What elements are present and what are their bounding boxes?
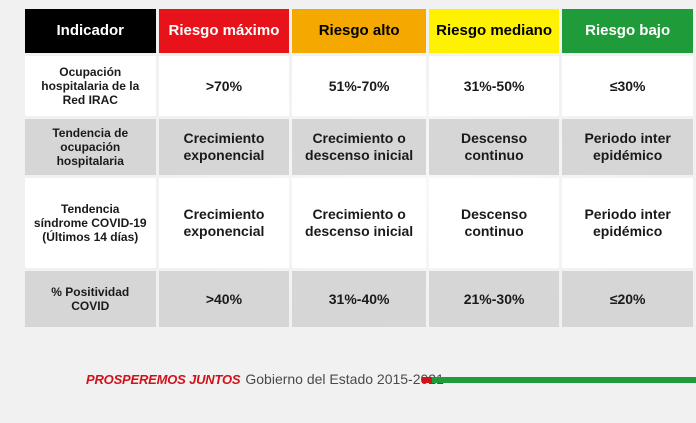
header-riesgo-alto: Riesgo alto [292, 9, 426, 53]
cell-text: Periodo inter [584, 130, 671, 147]
table-row-tendencia-covid: Tendencia síndrome COVID-19 (Últimos 14 … [25, 178, 693, 268]
header-riesgo-mediano: Riesgo mediano [428, 9, 560, 53]
cell-riesgo-bajo: Periodo inter epidémico [562, 119, 693, 175]
cell-riesgo-alto: Crecimiento o descenso inicial [292, 178, 426, 268]
cell-text: exponencial [183, 223, 265, 239]
cell-text: Descenso [461, 206, 528, 223]
cell-text: ≤20% [609, 290, 646, 307]
cell-text: Crecimiento [183, 130, 265, 147]
label-line: Ocupación [59, 64, 122, 79]
cell-text: exponencial [183, 147, 265, 163]
label-line: síndrome COVID-19 [33, 215, 147, 230]
cell-riesgo-bajo: ≤20% [562, 271, 693, 327]
cell-text: epidémico [593, 147, 663, 163]
risk-indicator-table: Indicador Riesgo máximo Riesgo alto Ries… [22, 6, 696, 330]
cell-text: Crecimiento o [312, 206, 406, 223]
footer-red-stripe [422, 377, 432, 383]
header-indicador: Indicador [25, 9, 156, 53]
cell-text: 31%-50% [463, 77, 525, 94]
cell-riesgo-alto: 51%-70% [292, 56, 426, 116]
row-label: % Positividad COVID [25, 271, 156, 327]
cell-text: continuo [464, 223, 524, 239]
cell-riesgo-alto: 31%-40% [292, 271, 426, 327]
label-line: hospitalaria de la [41, 78, 140, 93]
cell-riesgo-alto: Crecimiento o descenso inicial [292, 119, 426, 175]
cell-riesgo-mediano: 31%-50% [428, 56, 560, 116]
cell-text: descenso inicial [305, 147, 414, 163]
table-row-ocupacion-hospitalaria: Ocupación hospitalaria de la Red IRAC >7… [25, 56, 693, 116]
cell-text: epidémico [593, 223, 663, 239]
cell-text: 51%-70% [328, 77, 390, 94]
table-header-row: Indicador Riesgo máximo Riesgo alto Ries… [25, 9, 693, 53]
cell-text: descenso inicial [305, 223, 414, 239]
row-label: Tendencia síndrome COVID-19 (Últimos 14 … [25, 178, 156, 268]
label-line: Tendencia de [52, 125, 129, 140]
cell-text: 21%-30% [463, 290, 525, 307]
label-line: Red IRAC [62, 93, 118, 108]
cell-riesgo-bajo: ≤30% [562, 56, 693, 116]
footer-green-stripe [432, 377, 696, 383]
label-line: Tendencia [61, 201, 120, 216]
row-label: Tendencia de ocupación hospitalaria [25, 119, 156, 175]
cell-text: 31%-40% [328, 290, 390, 307]
header-riesgo-bajo: Riesgo bajo [562, 9, 693, 53]
header-riesgo-maximo: Riesgo máximo [158, 9, 290, 53]
cell-riesgo-maximo: Crecimiento exponencial [158, 119, 290, 175]
label-line: COVID [71, 299, 110, 313]
label-line: hospitalaria [56, 154, 124, 169]
cell-text: ≤30% [609, 77, 646, 94]
cell-text: Crecimiento [183, 206, 265, 223]
label-line: % Positividad [51, 284, 130, 299]
cell-text: Periodo inter [584, 206, 671, 223]
footer-branding: PROSPEREMOS JUNTOS Gobierno del Estado 2… [86, 371, 444, 387]
label-line: ocupación [60, 139, 121, 154]
footer-brand: PROSPEREMOS JUNTOS [86, 372, 241, 387]
cell-riesgo-mediano: Descenso continuo [428, 119, 560, 175]
cell-riesgo-maximo: >70% [158, 56, 290, 116]
label-line: (Últimos 14 días) [42, 230, 139, 245]
cell-text: continuo [464, 147, 524, 163]
row-label: Ocupación hospitalaria de la Red IRAC [25, 56, 156, 116]
cell-riesgo-maximo: Crecimiento exponencial [158, 178, 290, 268]
cell-riesgo-maximo: >40% [158, 271, 290, 327]
cell-text: >40% [205, 290, 243, 307]
table-row-positividad-covid: % Positividad COVID >40% 31%-40% 21%-30%… [25, 271, 693, 327]
cell-text: >70% [205, 77, 243, 94]
cell-text: Descenso [461, 130, 528, 147]
footer-government: Gobierno del Estado 2015-2021 [245, 371, 444, 387]
cell-riesgo-mediano: 21%-30% [428, 271, 560, 327]
cell-riesgo-mediano: Descenso continuo [428, 178, 560, 268]
cell-riesgo-bajo: Periodo inter epidémico [562, 178, 693, 268]
table-row-tendencia-ocupacion: Tendencia de ocupación hospitalaria Crec… [25, 119, 693, 175]
cell-text: Crecimiento o [312, 130, 406, 147]
